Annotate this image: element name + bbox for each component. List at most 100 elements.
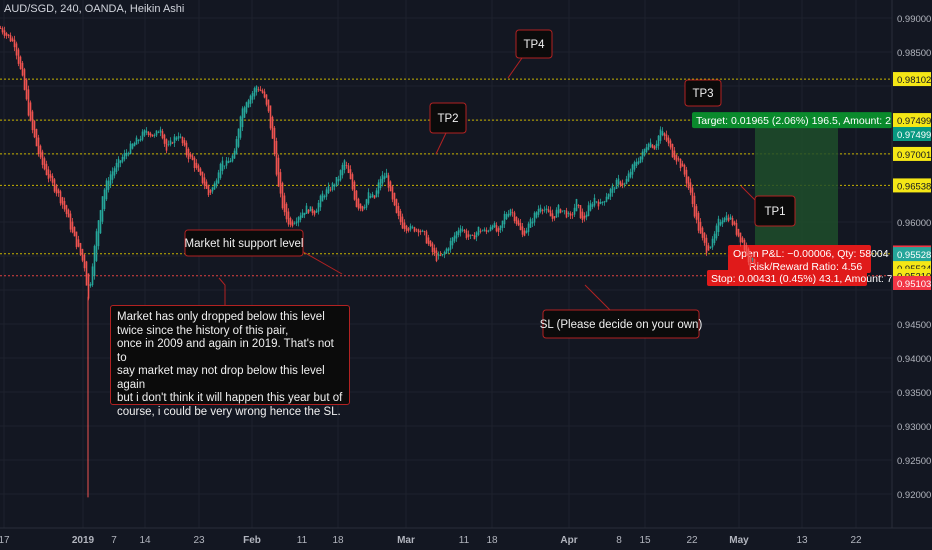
candle-body (221, 160, 224, 171)
candle-body (351, 174, 354, 190)
candle-body (25, 79, 28, 100)
candle-body (533, 212, 536, 223)
candle-body (359, 203, 362, 209)
candle-body (231, 155, 234, 162)
candle-body (713, 233, 716, 244)
callout-box-tp1[interactable] (754, 195, 796, 227)
time-tick: Feb (243, 535, 261, 546)
candle-body (691, 187, 694, 205)
callout-annotations[interactable]: TP4 TP3 TP2 TP1 Market hit support level SL (… (184, 29, 796, 339)
candle-body (737, 228, 740, 237)
grid-lines (0, 0, 892, 528)
long-position-tool[interactable]: Target: 0.01965 (2.06%) 196.5, Amount: 2… (692, 112, 923, 286)
candle-body (567, 212, 570, 215)
history-note-pointer (218, 277, 226, 305)
time-tick: 2019 (72, 535, 95, 546)
time-tick: 22 (850, 535, 862, 546)
candle-body (141, 131, 144, 140)
candle-body (47, 169, 50, 179)
candle-body (557, 204, 560, 214)
callout-text-tp4: TP4 (523, 39, 545, 51)
candle-body (249, 95, 252, 104)
candle-body (135, 137, 138, 145)
candle-body (655, 143, 658, 148)
candle-body (701, 227, 704, 238)
price-tag-bg (893, 275, 931, 290)
candle-body (585, 214, 588, 218)
candle-body (0, 28, 2, 29)
callout-text-tp2: TP2 (437, 113, 458, 125)
callout-pointer-tp1 (740, 185, 756, 201)
candle-body (591, 204, 594, 207)
time-tick: 22 (686, 535, 698, 546)
candle-body (749, 255, 752, 264)
price-tag: 0.95528 (897, 250, 931, 261)
price-tag-bg (893, 127, 931, 141)
candle-body (345, 165, 348, 167)
candle-body (433, 247, 436, 254)
candle-body (353, 181, 356, 200)
candle-body (71, 221, 74, 233)
candle-body (115, 162, 118, 172)
price-axis[interactable]: 0.99000 0.98500 0.98102 0.97499 0.97499 0.970… (891, 0, 932, 550)
candle-body (183, 140, 186, 146)
candle-body (473, 235, 476, 240)
candle-body (17, 49, 20, 64)
candle-body (495, 225, 498, 232)
candle-body (601, 201, 604, 203)
candle-body (23, 69, 26, 90)
price-tag: 0.97001 (897, 150, 931, 161)
candle-body (43, 158, 46, 170)
candle-body (51, 175, 54, 183)
candle-body (67, 209, 70, 218)
candle-body (133, 142, 136, 147)
candle-body (59, 191, 62, 204)
history-note[interactable]: Market has only dropped below this level… (110, 305, 350, 418)
candle-body (241, 108, 244, 128)
time-tick: 23 (193, 535, 205, 546)
candle-body (575, 198, 578, 212)
candle-body (205, 181, 208, 189)
time-axis[interactable]: 17 2019 7 14 23 Feb 11 18 Mar 11 18 Apr 8 15 22 May 13 22 (0, 527, 932, 550)
candle-body (337, 179, 340, 182)
candle-body (275, 140, 278, 175)
candle-body (577, 205, 580, 206)
candle-body (499, 225, 502, 231)
candle-body (143, 129, 146, 136)
candle-body (311, 208, 314, 213)
candle-body (31, 111, 34, 131)
candle-body (409, 225, 412, 230)
candle-body (77, 239, 80, 247)
candle-body (189, 154, 192, 157)
candle-body (93, 246, 96, 276)
candle-body (97, 220, 100, 247)
candle-body (7, 34, 10, 37)
candle-body (401, 216, 404, 229)
candle-body (335, 176, 338, 186)
candle-body (493, 223, 496, 228)
candle-body (291, 221, 294, 226)
candle-body (315, 210, 318, 213)
candle-body (385, 172, 388, 178)
callout-box-tp3[interactable] (684, 79, 722, 107)
candle-body (673, 150, 676, 160)
candle-body (571, 214, 574, 216)
candle-body (193, 157, 196, 169)
callout-box-support[interactable] (184, 229, 304, 257)
candle-body (387, 175, 390, 188)
candle-body (679, 158, 682, 169)
candle-body (307, 209, 310, 213)
candle-body (121, 156, 124, 162)
callout-box-tp4[interactable] (515, 29, 553, 59)
candle-body (463, 230, 466, 232)
candle-body (265, 94, 268, 105)
candle-body (547, 209, 550, 212)
callout-box-sl[interactable] (542, 309, 700, 339)
candle-body (719, 222, 722, 226)
candle-body (9, 35, 12, 42)
candle-body (327, 186, 330, 194)
callout-box-tp2[interactable] (429, 102, 467, 134)
candle-body (313, 210, 316, 215)
candle-body (363, 206, 366, 209)
